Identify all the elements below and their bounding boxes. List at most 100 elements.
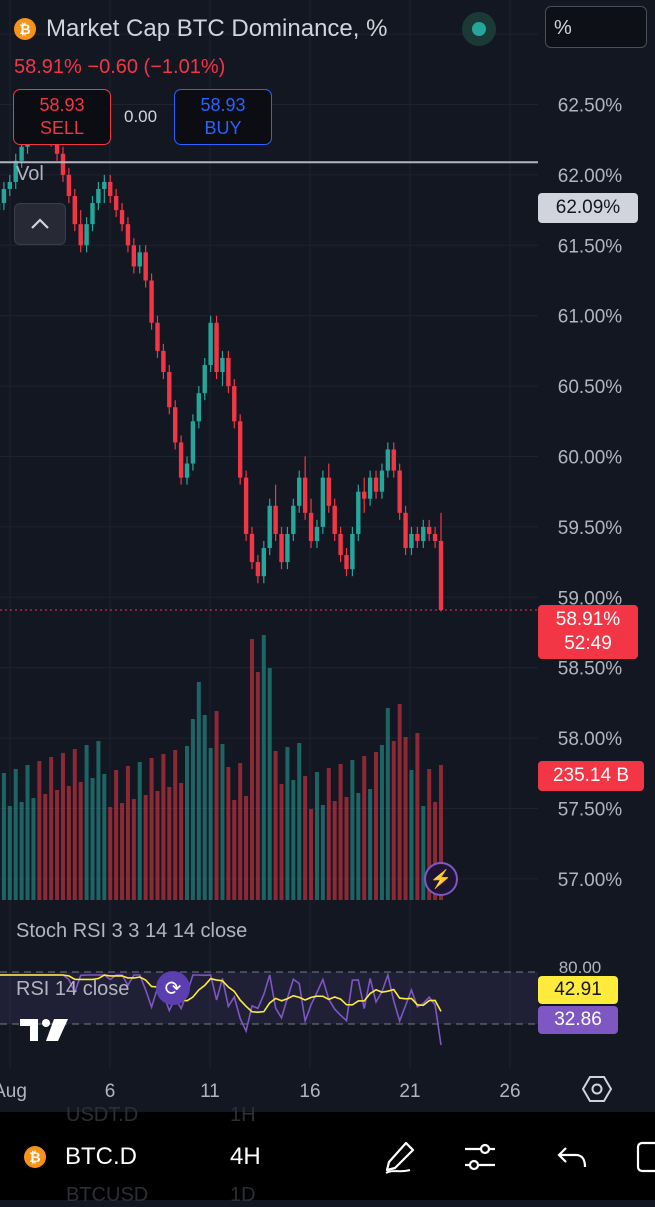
spread-value: 0.00 bbox=[124, 107, 157, 127]
volume-bar bbox=[132, 799, 136, 900]
candle-body bbox=[427, 527, 431, 534]
y-tick-label: 57.00% bbox=[558, 870, 623, 891]
rsi-value-tag: 42.91 bbox=[538, 976, 618, 1004]
candle-body bbox=[90, 203, 94, 224]
candle-body bbox=[120, 210, 124, 224]
volume-bar bbox=[85, 745, 89, 900]
lightning-icon[interactable]: ⚡ bbox=[424, 862, 458, 896]
indicator-settings-icon[interactable] bbox=[463, 1140, 497, 1174]
ghost-interval-top: 1H bbox=[230, 1104, 256, 1127]
rsi-legend[interactable]: RSI 14 close bbox=[16, 978, 129, 1001]
price-change: 58.91% −0.60 (−1.01%) bbox=[14, 56, 225, 79]
y-tick-label: 58.50% bbox=[558, 659, 623, 680]
candle-body bbox=[309, 513, 313, 541]
candle-body bbox=[297, 478, 301, 506]
tradingview-logo-icon[interactable] bbox=[18, 1015, 74, 1045]
candle-body bbox=[61, 154, 65, 175]
candle-body bbox=[380, 471, 384, 492]
candle-body bbox=[167, 372, 171, 407]
candle-body bbox=[256, 562, 260, 576]
rsi-ma-value-tag: 32.86 bbox=[538, 1006, 618, 1034]
volume-bar bbox=[14, 769, 18, 900]
candle-body bbox=[332, 506, 336, 534]
candle-body bbox=[250, 534, 254, 562]
candle-body bbox=[285, 534, 289, 562]
y-tick-label: 57.50% bbox=[558, 800, 623, 821]
candle-body bbox=[338, 534, 342, 555]
candle-body bbox=[273, 506, 277, 534]
volume-bar bbox=[20, 802, 24, 900]
candle-body bbox=[84, 224, 88, 245]
candle-body bbox=[350, 534, 354, 569]
candle-body bbox=[102, 182, 106, 189]
volume-bar bbox=[404, 737, 408, 900]
pen-drawing-icon[interactable] bbox=[382, 1140, 416, 1174]
chart-header: ₿ Market Cap BTC Dominance, % bbox=[14, 12, 387, 46]
x-tick-label: Aug bbox=[0, 1081, 27, 1102]
chart-title[interactable]: Market Cap BTC Dominance, % bbox=[46, 15, 387, 43]
chevron-up-icon bbox=[29, 217, 51, 231]
volume-bar bbox=[173, 750, 177, 900]
hline-price-tag[interactable]: 62.09% bbox=[538, 193, 638, 223]
candle-body bbox=[197, 393, 201, 421]
volume-bar bbox=[333, 801, 337, 900]
candle-body bbox=[214, 323, 218, 372]
volume-bar bbox=[356, 793, 360, 900]
y-tick-label: 59.50% bbox=[558, 518, 623, 539]
volume-bar bbox=[374, 752, 378, 900]
volume-bar bbox=[274, 751, 278, 900]
candle-body bbox=[374, 478, 378, 492]
volume-legend[interactable]: Vol bbox=[16, 163, 44, 186]
candle-body bbox=[220, 358, 224, 372]
volume-bar bbox=[197, 682, 201, 900]
candle-body bbox=[279, 534, 283, 562]
volume-bar bbox=[8, 806, 12, 900]
interval-button[interactable]: 4H bbox=[230, 1143, 261, 1171]
volume-bar bbox=[26, 765, 30, 900]
buy-label: BUY bbox=[175, 117, 271, 140]
candle-body bbox=[244, 478, 248, 534]
volume-bar bbox=[280, 784, 284, 900]
volume-bar bbox=[362, 756, 366, 900]
candle-body bbox=[362, 492, 366, 499]
volume-bar bbox=[102, 774, 106, 900]
symbol-button[interactable]: BTC.D bbox=[65, 1143, 137, 1171]
x-tick-label: 21 bbox=[399, 1081, 420, 1102]
rsi-level-label: 80.00 bbox=[559, 958, 602, 977]
volume-bar bbox=[114, 770, 118, 900]
bitcoin-icon[interactable]: ₿ bbox=[14, 18, 36, 40]
stoch-rsi-legend[interactable]: Stoch RSI 3 3 14 14 close bbox=[16, 920, 247, 943]
candle-body bbox=[433, 534, 437, 541]
volume-bar bbox=[155, 791, 159, 900]
collapse-legend-button[interactable] bbox=[14, 203, 66, 245]
volume-tag: 235.14 B bbox=[538, 761, 644, 791]
volume-bar bbox=[108, 807, 112, 900]
volume-bar bbox=[55, 790, 59, 900]
buy-button[interactable]: 58.93 BUY bbox=[174, 89, 272, 145]
expand-icon[interactable] bbox=[634, 1140, 655, 1174]
candle-body bbox=[149, 280, 153, 322]
candle-body bbox=[356, 492, 360, 534]
volume-bar bbox=[120, 803, 124, 900]
market-open-indicator[interactable] bbox=[462, 12, 496, 46]
x-tick-label: 6 bbox=[105, 1081, 116, 1102]
buy-price: 58.93 bbox=[175, 94, 271, 117]
refresh-icon[interactable]: ⟳ bbox=[156, 971, 190, 1005]
volume-bar bbox=[256, 672, 260, 900]
bitcoin-icon[interactable]: ₿ bbox=[24, 1146, 46, 1168]
volume-bar bbox=[291, 780, 295, 900]
candle-body bbox=[415, 534, 419, 541]
x-tick-label: 11 bbox=[200, 1081, 220, 1102]
candle-body bbox=[368, 478, 372, 499]
volume-bar bbox=[138, 762, 142, 900]
scale-button[interactable]: % bbox=[545, 6, 647, 48]
volume-bar bbox=[91, 778, 95, 900]
sell-button[interactable]: 58.93 SELL bbox=[13, 89, 111, 145]
undo-icon[interactable] bbox=[556, 1140, 590, 1174]
y-tick-label: 60.00% bbox=[558, 448, 623, 469]
settings-icon[interactable] bbox=[582, 1074, 612, 1104]
volume-bar bbox=[126, 766, 130, 900]
volume-bar bbox=[203, 715, 207, 900]
candle-body bbox=[179, 442, 183, 477]
candle-body bbox=[392, 449, 396, 470]
